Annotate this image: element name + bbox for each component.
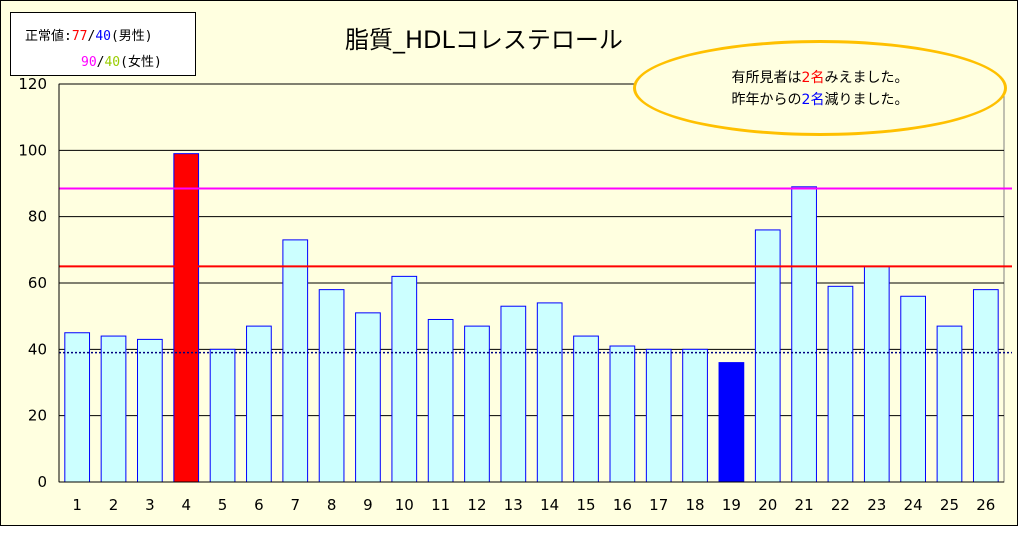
- note-text: 減りました。: [824, 92, 909, 108]
- x-tick-label: 4: [181, 496, 191, 514]
- bar: [246, 325, 272, 483]
- x-tick-label: 8: [327, 496, 337, 514]
- x-tick-label: 16: [613, 496, 632, 514]
- x-tick-label: 24: [904, 496, 923, 514]
- bar: [609, 345, 636, 483]
- y-tick-label: 60: [28, 274, 47, 292]
- bar: [318, 289, 345, 483]
- bar: [427, 318, 454, 483]
- legend-male-suffix: (男性): [110, 29, 153, 44]
- bar: [827, 285, 854, 483]
- note-callout: 有所見者は2名みえました。 昨年からの2名減りました。: [633, 40, 1007, 136]
- note-count: 2名: [801, 70, 825, 86]
- x-tick-label: 22: [831, 496, 850, 514]
- bar: [754, 229, 781, 483]
- legend-slash: /: [87, 29, 96, 44]
- y-tick-label: 20: [28, 407, 47, 425]
- y-tick-label: 40: [28, 340, 47, 358]
- bar: [355, 312, 381, 483]
- bar: [718, 362, 745, 483]
- x-tick-label: 15: [576, 496, 595, 514]
- bar: [464, 325, 490, 483]
- y-tick-label: 100: [18, 141, 47, 159]
- x-tick-label: 2: [109, 496, 119, 514]
- legend-slash: /: [96, 55, 105, 70]
- x-tick-label: 6: [254, 496, 264, 514]
- bar: [682, 348, 708, 483]
- bar: [209, 348, 236, 483]
- bar: [500, 305, 527, 483]
- bar: [972, 289, 999, 483]
- bar: [100, 335, 127, 483]
- bar: [64, 332, 91, 483]
- x-tick-label: 13: [504, 496, 523, 514]
- chart-title: 脂質_HDLコレステロール: [345, 26, 623, 54]
- note-text: 有所見者は: [731, 70, 802, 86]
- bar: [936, 325, 963, 483]
- legend-female-low: 40: [104, 55, 121, 70]
- y-tick-label: 0: [37, 473, 47, 491]
- bar: [645, 348, 672, 483]
- legend-female-high: 90: [81, 55, 97, 70]
- x-tick-label: 5: [218, 496, 228, 514]
- legend-female-suffix: (女性): [120, 55, 162, 70]
- bar: [391, 275, 418, 483]
- bar: [282, 239, 309, 483]
- x-tick-label: 23: [867, 496, 886, 514]
- bar: [863, 265, 890, 483]
- x-tick-label: 18: [686, 496, 705, 514]
- y-tick-label: 80: [28, 208, 47, 226]
- bar: [536, 302, 563, 483]
- x-tick-label: 1: [72, 496, 82, 514]
- note-line-1: 有所見者は2名みえました。: [636, 67, 1004, 87]
- bar: [573, 335, 599, 483]
- bar: [173, 153, 200, 483]
- bar: [791, 186, 817, 483]
- x-tick-label: 12: [467, 496, 486, 514]
- x-tick-label: 7: [290, 496, 300, 514]
- legend-prefix: 正常値:: [25, 29, 72, 44]
- x-tick-label: 21: [795, 496, 814, 514]
- note-text: みえました。: [824, 70, 909, 86]
- x-tick-label: 9: [363, 496, 373, 514]
- note-line-2: 昨年からの2名減りました。: [636, 89, 1004, 109]
- x-tick-label: 3: [145, 496, 155, 514]
- normal-values-legend: 正常値:77/40(男性) 90/40(女性): [10, 12, 196, 76]
- x-tick-label: 20: [758, 496, 777, 514]
- y-tick-label: 120: [18, 75, 47, 93]
- note-text: 昨年からの: [731, 92, 802, 108]
- x-tick-label: 26: [976, 496, 995, 514]
- x-tick-label: 11: [431, 496, 450, 514]
- legend-male-high: 77: [71, 29, 88, 44]
- x-tick-label: 14: [540, 496, 559, 514]
- x-tick-label: 10: [395, 496, 414, 514]
- bar: [137, 338, 163, 483]
- x-tick-label: 17: [649, 496, 668, 514]
- legend-male-low: 40: [95, 29, 111, 44]
- note-count: 2名: [801, 92, 825, 108]
- legend-female-line: 90/40(女性): [81, 51, 162, 70]
- x-tick-label: 19: [722, 496, 741, 514]
- bar: [900, 295, 926, 483]
- x-tick-label: 25: [940, 496, 959, 514]
- legend-male-line: 正常値:77/40(男性): [25, 25, 153, 44]
